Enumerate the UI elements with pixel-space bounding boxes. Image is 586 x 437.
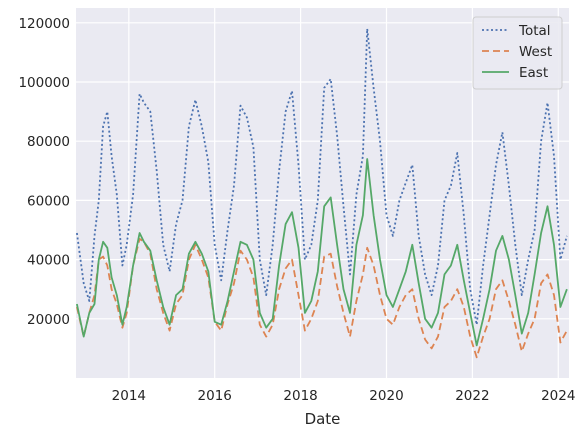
y-tick-label: 20000 [27, 312, 70, 328]
y-tick-label: 60000 [27, 193, 70, 209]
x-tick-label: 2016 [198, 388, 232, 404]
legend-box [472, 16, 563, 90]
x-tick-label: 2020 [369, 388, 403, 404]
x-tick-label: 2014 [112, 388, 146, 404]
y-tick-label: 100000 [18, 75, 70, 91]
y-tick-label: 40000 [27, 253, 70, 269]
x-tick-label: 2018 [283, 388, 317, 404]
legend-label-total: Total [518, 23, 551, 39]
series-line-east [76, 158, 568, 347]
x-tick-labels: 2014 2016 2018 2020 2022 2024 [112, 388, 576, 404]
y-tick-label: 80000 [27, 134, 70, 150]
series-line-total [76, 27, 568, 326]
grid [76, 8, 569, 378]
y-tick-labels: 20000 40000 60000 80000 100000 120000 [18, 16, 70, 328]
x-tick-label: 2024 [541, 388, 575, 404]
legend-label-east: East [519, 65, 548, 81]
series-lines [76, 27, 568, 359]
x-tick-label: 2022 [455, 388, 489, 404]
legend: Total West East [472, 16, 563, 90]
x-axis-label: Date [305, 410, 341, 428]
y-tick-label: 120000 [18, 16, 70, 32]
legend-label-west: West [519, 44, 552, 60]
